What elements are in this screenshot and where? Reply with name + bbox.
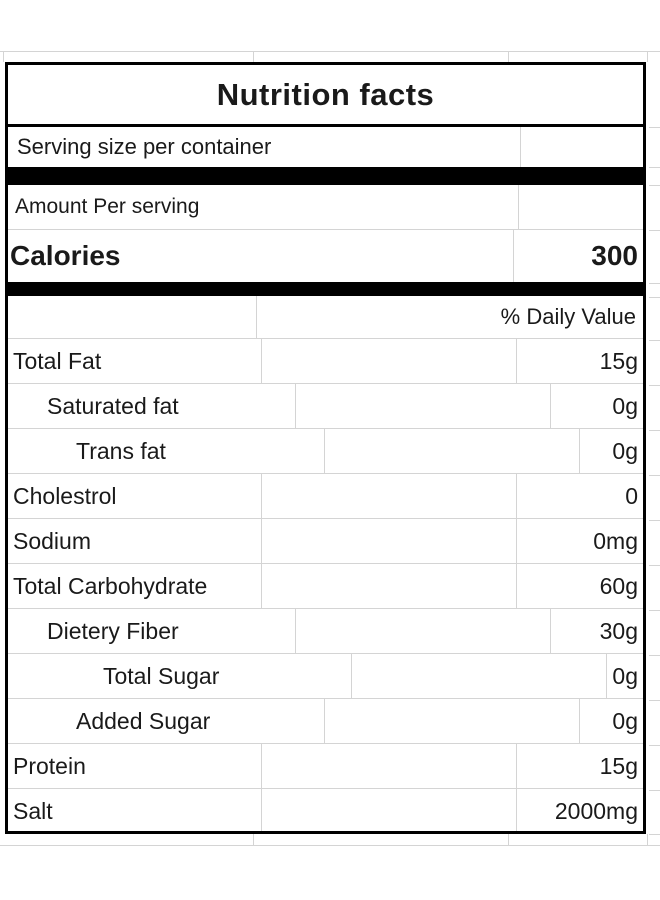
nutrient-middle-cell	[296, 384, 551, 428]
nutrient-row-cholestrol: Cholestrol 0	[8, 474, 643, 519]
serving-size-label: Serving size per container	[8, 127, 521, 167]
nutrient-middle-cell	[262, 744, 517, 788]
nutrient-middle-cell	[325, 699, 580, 743]
spreadsheet-gridline	[649, 167, 660, 168]
spreadsheet-gridline	[649, 297, 660, 298]
nutrient-label: Added Sugar	[8, 699, 325, 743]
nutrient-label: Salt	[8, 789, 262, 831]
spreadsheet-gridline	[649, 430, 660, 431]
title-row: Nutrition facts	[8, 65, 643, 127]
spreadsheet-gridline	[649, 565, 660, 566]
spreadsheet-gridline	[253, 51, 254, 62]
nutrition-facts-title: Nutrition facts	[216, 76, 435, 112]
nutrient-value: 2000mg	[554, 798, 638, 824]
nutrient-row-sodium: Sodium 0mg	[8, 519, 643, 564]
spreadsheet-gridline	[649, 340, 660, 341]
nutrient-label: Total Sugar	[8, 654, 352, 698]
nutrient-middle-cell	[352, 654, 607, 698]
nutrient-row-trans-fat: Trans fat 0g	[8, 429, 643, 474]
spreadsheet-gridline	[3, 51, 4, 62]
spreadsheet-gridline	[647, 834, 648, 845]
thick-divider-bar-middle	[8, 282, 643, 296]
nutrient-middle-cell	[296, 609, 551, 653]
amount-per-serving-row: Amount Per serving	[8, 185, 643, 230]
nutrient-label: Sodium	[8, 519, 262, 563]
nutrient-row-total-sugar: Total Sugar 0g	[8, 654, 643, 699]
calories-value: 300	[591, 240, 638, 271]
nutrient-middle-cell	[262, 519, 517, 563]
nutrient-middle-cell	[262, 474, 517, 518]
nutrient-row-saturated-fat: Saturated fat 0g	[8, 384, 643, 429]
nutrient-row-total-carbohydrate: Total Carbohydrate 60g	[8, 564, 643, 609]
spreadsheet-gridline	[649, 475, 660, 476]
nutrient-value: 60g	[599, 573, 638, 599]
spreadsheet-gridline	[649, 745, 660, 746]
nutrient-label: Dietery Fiber	[8, 609, 296, 653]
nutrient-value: 0g	[612, 663, 638, 689]
spreadsheet-gridline	[649, 520, 660, 521]
nutrient-label: Saturated fat	[8, 384, 296, 428]
serving-size-row: Serving size per container	[8, 127, 643, 167]
amount-per-serving-label: Amount Per serving	[8, 185, 519, 229]
nutrient-label: Total Fat	[8, 339, 262, 383]
nutrient-row-protein: Protein 15g	[8, 744, 643, 789]
spreadsheet-gridline	[649, 385, 660, 386]
serving-size-value	[521, 127, 643, 167]
spreadsheet-gridline	[649, 283, 660, 284]
nutrient-rows: Total Fat 15g Saturated fat 0g Trans fat 0g Ch…	[8, 339, 643, 831]
thick-divider-bar-top	[8, 167, 643, 185]
nutrient-label: Trans fat	[8, 429, 325, 473]
nutrient-value: 0g	[612, 708, 638, 734]
nutrient-row-added-sugar: Added Sugar 0g	[8, 699, 643, 744]
nutrient-middle-cell	[325, 429, 580, 473]
nutrient-value: 0g	[612, 393, 638, 419]
spreadsheet-gridline	[649, 655, 660, 656]
calories-label: Calories	[8, 230, 514, 282]
nutrient-middle-cell	[262, 789, 517, 831]
calories-row: Calories 300	[8, 230, 643, 282]
nutrient-value: 0	[625, 483, 638, 509]
spreadsheet-gridline	[649, 230, 660, 231]
spreadsheet-gridline	[253, 834, 254, 845]
spreadsheet-gridline	[649, 700, 660, 701]
nutrient-row-total-fat: Total Fat 15g	[8, 339, 643, 384]
spreadsheet-gridline	[508, 834, 509, 845]
nutrient-row-salt: Salt 2000mg	[8, 789, 643, 831]
nutrient-value: 15g	[599, 753, 638, 779]
nutrient-value: 0g	[612, 438, 638, 464]
nutrition-facts-table: Nutrition facts Serving size per contain…	[5, 62, 646, 834]
daily-value-heading: % Daily Value	[500, 304, 636, 329]
nutrient-value: 15g	[599, 348, 638, 374]
spreadsheet-gridline	[647, 51, 648, 62]
daily-value-heading-row: % Daily Value	[8, 296, 643, 339]
nutrient-label: Cholestrol	[8, 474, 262, 518]
spreadsheet-gridline	[649, 790, 660, 791]
nutrient-label: Total Carbohydrate	[8, 564, 262, 608]
spreadsheet-gridline	[649, 610, 660, 611]
nutrient-middle-cell	[262, 339, 517, 383]
spreadsheet-gridline	[508, 51, 509, 62]
nutrient-row-dietery-fiber: Dietery Fiber 30g	[8, 609, 643, 654]
spreadsheet-gridline	[649, 185, 660, 186]
nutrient-value: 0mg	[593, 528, 638, 554]
spreadsheet-gridline	[0, 845, 660, 846]
spreadsheet-gridline	[0, 51, 660, 52]
nutrient-middle-cell	[262, 564, 517, 608]
nutrient-label: Protein	[8, 744, 262, 788]
spreadsheet-gridline	[649, 127, 660, 128]
nutrient-value: 30g	[599, 618, 638, 644]
spreadsheet-gridline	[649, 834, 660, 835]
